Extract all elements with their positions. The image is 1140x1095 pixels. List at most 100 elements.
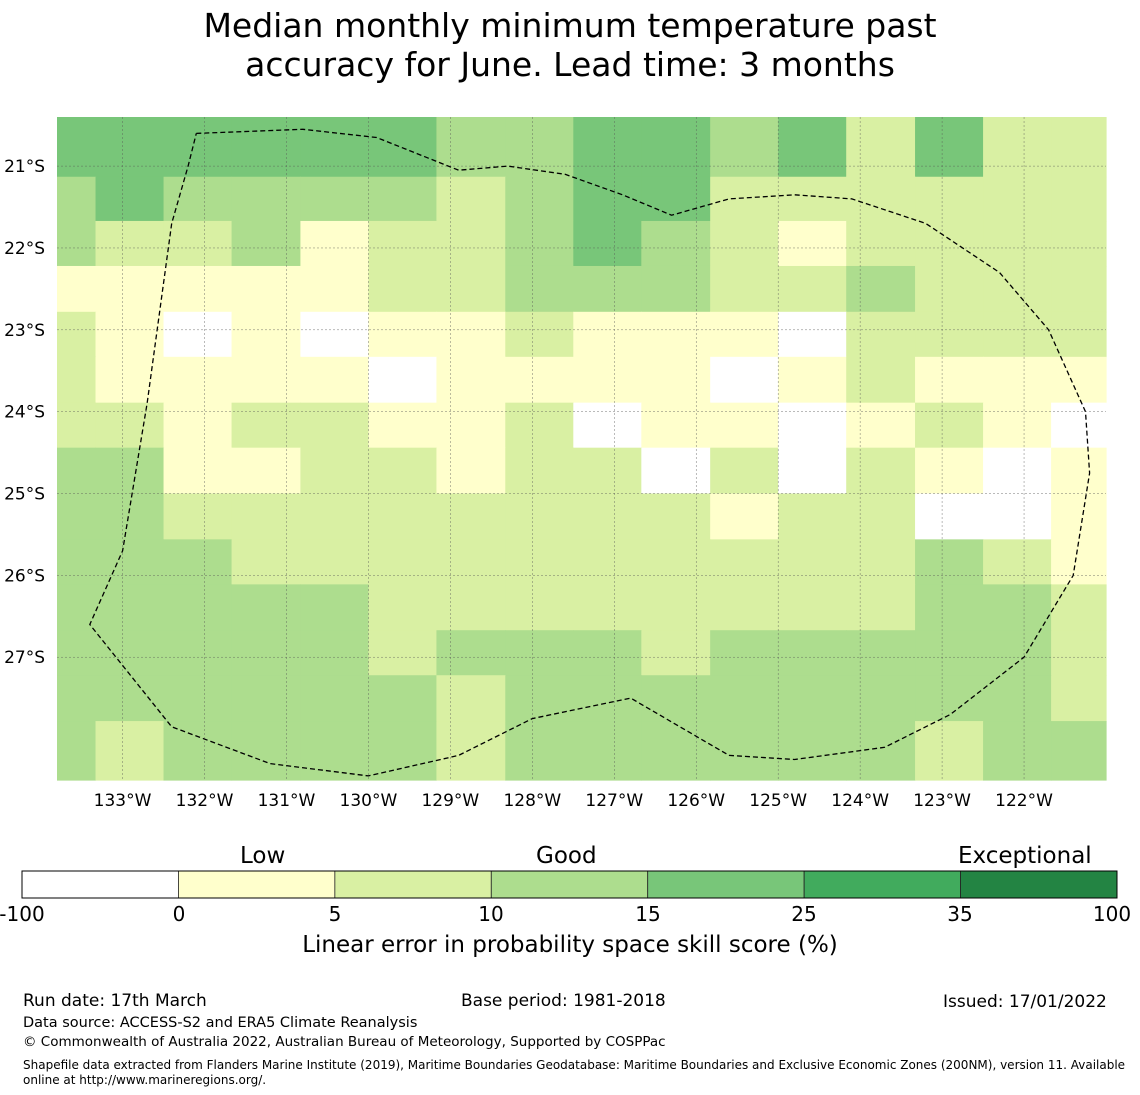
- grid-cell: [710, 539, 779, 585]
- grid-cell: [983, 311, 1052, 358]
- colorbar-tick: 35: [947, 902, 973, 926]
- lon-tick-label: 126°W: [667, 791, 725, 811]
- chart-title: Median monthly minimum temperature past …: [0, 6, 1140, 84]
- grid-cell: [505, 584, 574, 631]
- grid-cell: [57, 584, 97, 631]
- grid-cell: [436, 402, 506, 449]
- grid-cell: [573, 402, 642, 449]
- grid-cell: [57, 176, 97, 222]
- grid-cell: [368, 447, 438, 495]
- colorbar-segment: [647, 870, 805, 899]
- grid-cell: [915, 675, 984, 722]
- grid-cell: [505, 493, 574, 540]
- grid-cell: [163, 447, 233, 495]
- grid-cell: [231, 539, 302, 585]
- colorbar-segment: [960, 870, 1118, 899]
- grid-cell: [983, 356, 1052, 404]
- grid-cell: [778, 630, 847, 676]
- grid-cell: [1051, 630, 1107, 676]
- grid-cell: [778, 117, 847, 178]
- grid-cell: [231, 176, 302, 222]
- grid-cell: [95, 493, 165, 540]
- grid-cell: [1051, 176, 1107, 222]
- grid-cell: [915, 721, 984, 781]
- grid-cell: [231, 356, 302, 404]
- grid-cell: [300, 493, 370, 540]
- grid-cell: [641, 117, 711, 178]
- grid-cell: [163, 539, 233, 585]
- grid-cell: [368, 675, 438, 722]
- lat-tick-label: 21°S: [4, 157, 45, 177]
- grid-cell: [368, 220, 438, 267]
- grid-cell: [368, 539, 438, 585]
- grid-cell: [300, 539, 370, 585]
- grid-cell: [300, 584, 370, 631]
- lon-tick-label: 127°W: [585, 791, 643, 811]
- grid-cell: [846, 675, 916, 722]
- grid-cell: [573, 584, 642, 631]
- colorbar-word-low: Low: [240, 843, 286, 869]
- colorbar-word-exceptional: Exceptional: [958, 843, 1092, 869]
- grid-cell: [300, 220, 370, 267]
- grid-cell: [915, 220, 984, 267]
- grid-cell: [95, 721, 165, 781]
- grid-cell: [915, 630, 984, 676]
- lat-tick-label: 26°S: [4, 566, 45, 586]
- grid-cell: [778, 265, 847, 313]
- grid-cell: [846, 402, 916, 449]
- colorbar-tick: 10: [478, 902, 504, 926]
- grid-cell: [505, 539, 574, 585]
- eez-boundary: [89, 128, 1091, 777]
- grid-cell: [641, 402, 711, 449]
- grid-cell: [163, 176, 233, 222]
- grid-cell: [641, 584, 711, 631]
- grid-cell: [436, 539, 506, 585]
- colorbar-segment: [803, 870, 961, 899]
- issued-date: Issued: 17/01/2022: [943, 992, 1107, 1012]
- grid-cell: [368, 584, 438, 631]
- grid-cell: [505, 630, 574, 676]
- grid-cell: [505, 721, 574, 781]
- grid-cell: [1051, 220, 1107, 267]
- grid-cell: [983, 539, 1052, 585]
- grid-cell: [436, 721, 506, 781]
- colorbar-tick: 15: [635, 902, 661, 926]
- grid-cell: [846, 356, 916, 404]
- grid-cell: [641, 721, 711, 781]
- lon-tick-label: 124°W: [831, 791, 889, 811]
- colorbar-tick: 100: [1092, 902, 1132, 926]
- colorbar-frame: [21, 870, 1118, 899]
- grid-cell: [641, 493, 711, 540]
- grid-cell: [163, 311, 233, 358]
- grid-cell: [57, 265, 97, 313]
- grid-cell: [641, 539, 711, 585]
- grid-cell: [231, 220, 302, 267]
- grid-cell: [778, 493, 847, 540]
- grid-cell: [436, 447, 506, 495]
- grid-cell: [1051, 539, 1107, 585]
- grid-cell: [915, 265, 984, 313]
- grid-cell: [436, 311, 506, 358]
- grid-cell: [778, 356, 847, 404]
- grid-cell: [163, 117, 233, 178]
- grid-cell: [163, 402, 233, 449]
- grid-cell: [846, 493, 916, 540]
- grid-cell: [641, 356, 711, 404]
- grid-cell: [1051, 721, 1107, 781]
- grid-cell: [505, 117, 574, 178]
- grid-cell: [57, 402, 97, 449]
- colorbar-tick: -100: [0, 902, 45, 926]
- lon-tick-label: 123°W: [913, 791, 971, 811]
- grid-cell: [710, 265, 779, 313]
- grid-cell: [436, 176, 506, 222]
- lon-tick-label: 130°W: [340, 791, 398, 811]
- grid-cell: [231, 493, 302, 540]
- grid-cell: [95, 311, 165, 358]
- grid-cell: [368, 265, 438, 313]
- grid-cell: [1051, 584, 1107, 631]
- grid-cell: [57, 117, 97, 178]
- grid-cell: [915, 447, 984, 495]
- grid-cell: [231, 402, 302, 449]
- grid-cell: [915, 493, 984, 540]
- grid-cell: [505, 675, 574, 722]
